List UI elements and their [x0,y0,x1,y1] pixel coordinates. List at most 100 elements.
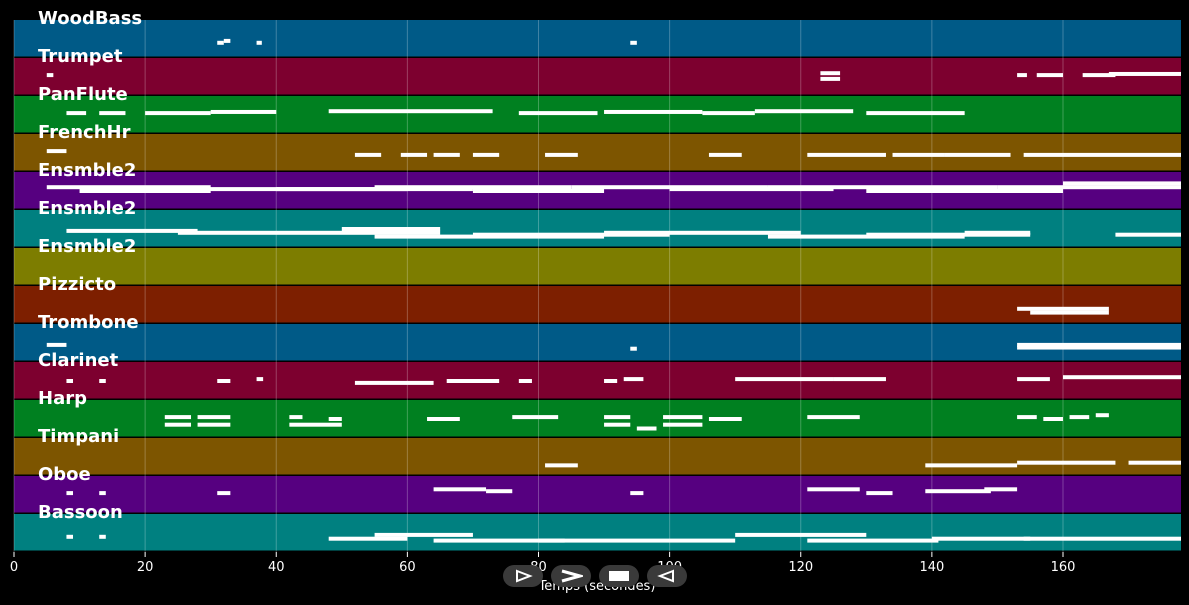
note [866,491,893,496]
stop-icon [609,571,629,581]
note [217,379,231,383]
note [1115,232,1181,237]
note [1017,460,1116,465]
note [512,415,559,420]
track-label: Timpani [38,426,120,447]
track-lane [14,362,1181,399]
track-label: Ensmble2 [38,198,137,219]
track-label: FrenchHr [38,122,131,143]
note [66,379,74,383]
note [1030,310,1109,315]
track-lane [14,514,1181,551]
note [433,487,487,492]
note [46,149,67,154]
play-icon [516,569,533,583]
note [833,377,886,382]
note [433,538,565,543]
note [1017,73,1027,78]
note [925,489,991,494]
note [99,111,126,116]
note [446,379,500,383]
note [328,536,408,541]
note [374,185,572,190]
track-lane [14,20,1181,57]
x-tick-label: 160 [1050,560,1076,575]
note [807,152,886,157]
note [866,189,1063,193]
note [66,491,74,496]
note [210,109,277,114]
note [433,152,460,157]
back-button[interactable] [647,565,687,587]
note [164,422,192,427]
note [1017,345,1181,350]
note [807,415,860,420]
play-button[interactable] [503,565,543,587]
track-lane [14,210,1181,247]
note [636,426,657,431]
note [892,152,945,157]
stop-button[interactable] [599,565,639,587]
note [518,379,532,383]
note [964,230,1031,235]
note [545,152,578,157]
forward-button[interactable] [551,565,591,587]
x-tick-label: 140 [919,560,945,575]
note [223,38,231,43]
note [708,152,742,157]
note [866,232,1031,237]
note [197,422,231,427]
note [944,152,1011,157]
note [630,346,637,351]
note [807,487,860,492]
track-label: Ensmble2 [38,160,137,181]
note [1017,342,1181,347]
note [604,422,631,427]
note [1069,415,1090,420]
note [99,379,106,383]
track-label: Trumpet [38,46,123,67]
x-tick-label: 20 [136,560,154,575]
note [341,227,441,231]
note [820,71,841,76]
note [400,152,428,157]
note [545,463,578,468]
note [925,463,1018,468]
track-lane [14,248,1181,285]
x-tick-label: 60 [399,560,416,575]
note [663,415,703,420]
note [1036,73,1063,78]
note [604,109,703,114]
note [1017,415,1037,420]
note [328,109,493,114]
note [256,377,264,382]
note [46,342,67,347]
note [197,415,231,420]
note [46,185,211,190]
track-label: Harp [38,388,87,409]
track-lane [14,286,1181,323]
track-lane [14,58,1181,95]
track-lane [14,438,1181,475]
note [289,422,342,427]
x-tick-label: 120 [788,560,814,575]
note [702,111,755,116]
note [1062,181,1181,186]
note [472,152,500,157]
track-label: Pizzicto [38,274,117,295]
track-label: Oboe [38,464,91,485]
note [1128,460,1181,465]
note [1023,536,1181,541]
note [1108,71,1181,76]
note [604,415,631,420]
note [984,487,1018,492]
note [472,232,670,237]
note [486,489,513,494]
note [767,185,998,190]
track-lane [14,324,1181,361]
note [630,40,637,45]
track-label: PanFlute [38,84,128,105]
note [866,111,965,116]
note [1043,417,1063,421]
note [66,534,74,539]
